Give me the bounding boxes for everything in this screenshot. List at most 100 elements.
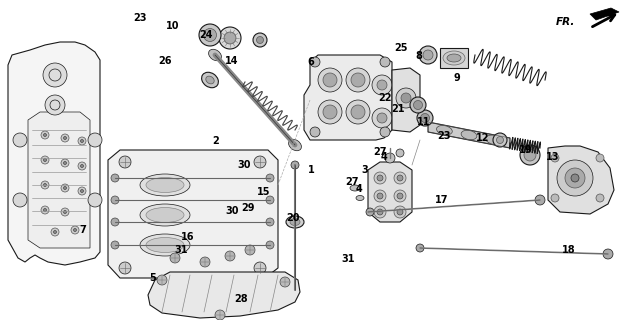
Circle shape bbox=[81, 164, 83, 167]
Ellipse shape bbox=[447, 54, 461, 62]
Circle shape bbox=[45, 95, 65, 115]
Text: 21: 21 bbox=[391, 104, 405, 114]
Circle shape bbox=[310, 57, 320, 67]
Circle shape bbox=[41, 181, 49, 189]
Polygon shape bbox=[440, 48, 468, 68]
Circle shape bbox=[280, 277, 290, 287]
Circle shape bbox=[394, 206, 406, 218]
Circle shape bbox=[119, 262, 131, 274]
Ellipse shape bbox=[350, 185, 360, 191]
Text: 14: 14 bbox=[225, 56, 239, 66]
Circle shape bbox=[64, 162, 67, 164]
Circle shape bbox=[254, 262, 266, 274]
Circle shape bbox=[323, 73, 337, 87]
Ellipse shape bbox=[356, 196, 364, 201]
Text: 27: 27 bbox=[345, 177, 359, 188]
Text: 7: 7 bbox=[79, 225, 86, 236]
Polygon shape bbox=[392, 68, 420, 132]
Text: 26: 26 bbox=[158, 56, 172, 66]
Ellipse shape bbox=[461, 130, 477, 140]
Text: 31: 31 bbox=[341, 254, 355, 264]
Polygon shape bbox=[8, 42, 100, 265]
Ellipse shape bbox=[253, 33, 267, 47]
Circle shape bbox=[372, 75, 392, 95]
Ellipse shape bbox=[520, 145, 540, 165]
Circle shape bbox=[551, 154, 559, 162]
Circle shape bbox=[74, 228, 76, 231]
Ellipse shape bbox=[420, 114, 429, 123]
Circle shape bbox=[397, 175, 403, 181]
Ellipse shape bbox=[493, 133, 507, 147]
Circle shape bbox=[41, 156, 49, 164]
Circle shape bbox=[200, 257, 210, 267]
Text: 12: 12 bbox=[476, 132, 490, 143]
Text: 20: 20 bbox=[286, 212, 300, 223]
Circle shape bbox=[266, 196, 274, 204]
Ellipse shape bbox=[146, 237, 184, 252]
Circle shape bbox=[61, 208, 69, 216]
Circle shape bbox=[78, 162, 86, 170]
Circle shape bbox=[596, 194, 604, 202]
Circle shape bbox=[291, 161, 299, 169]
Circle shape bbox=[81, 189, 83, 193]
Circle shape bbox=[61, 184, 69, 192]
Ellipse shape bbox=[201, 72, 218, 88]
Ellipse shape bbox=[410, 97, 426, 113]
Ellipse shape bbox=[140, 204, 190, 226]
Ellipse shape bbox=[286, 216, 304, 228]
Text: 4: 4 bbox=[356, 184, 362, 194]
Circle shape bbox=[374, 190, 386, 202]
Circle shape bbox=[44, 133, 46, 137]
Circle shape bbox=[13, 193, 27, 207]
Circle shape bbox=[396, 149, 404, 157]
Circle shape bbox=[291, 286, 299, 294]
Ellipse shape bbox=[417, 110, 433, 126]
Circle shape bbox=[396, 88, 416, 108]
Circle shape bbox=[603, 249, 613, 259]
Circle shape bbox=[215, 310, 225, 320]
Text: 24: 24 bbox=[199, 30, 213, 40]
Text: 11: 11 bbox=[417, 116, 431, 127]
Polygon shape bbox=[108, 150, 278, 278]
Circle shape bbox=[245, 245, 255, 255]
Ellipse shape bbox=[140, 234, 190, 256]
Text: 9: 9 bbox=[454, 73, 460, 84]
Text: 4: 4 bbox=[381, 152, 387, 162]
Circle shape bbox=[111, 174, 119, 182]
Polygon shape bbox=[28, 112, 90, 248]
Polygon shape bbox=[368, 162, 412, 222]
Circle shape bbox=[374, 172, 386, 184]
Circle shape bbox=[310, 127, 320, 137]
Text: 29: 29 bbox=[241, 203, 255, 213]
Ellipse shape bbox=[257, 36, 264, 44]
Ellipse shape bbox=[436, 125, 452, 135]
Circle shape bbox=[170, 253, 180, 263]
Circle shape bbox=[380, 127, 390, 137]
Ellipse shape bbox=[140, 174, 190, 196]
Polygon shape bbox=[428, 122, 510, 148]
Ellipse shape bbox=[419, 46, 437, 64]
Circle shape bbox=[78, 137, 86, 145]
Circle shape bbox=[374, 206, 386, 218]
Ellipse shape bbox=[288, 139, 302, 151]
Text: 17: 17 bbox=[434, 195, 448, 205]
Circle shape bbox=[119, 156, 131, 168]
Circle shape bbox=[254, 156, 266, 168]
Text: 2: 2 bbox=[213, 136, 219, 146]
Ellipse shape bbox=[443, 51, 465, 65]
Circle shape bbox=[64, 187, 67, 189]
Circle shape bbox=[225, 251, 235, 261]
Text: 30: 30 bbox=[237, 160, 251, 170]
Text: 3: 3 bbox=[362, 164, 368, 175]
Circle shape bbox=[51, 228, 59, 236]
Circle shape bbox=[394, 172, 406, 184]
Circle shape bbox=[394, 190, 406, 202]
Text: 10: 10 bbox=[166, 20, 180, 31]
Circle shape bbox=[44, 209, 46, 212]
Circle shape bbox=[41, 206, 49, 214]
Ellipse shape bbox=[203, 28, 217, 42]
Circle shape bbox=[351, 73, 365, 87]
Circle shape bbox=[266, 218, 274, 226]
Text: 16: 16 bbox=[180, 232, 194, 242]
Circle shape bbox=[44, 158, 46, 162]
